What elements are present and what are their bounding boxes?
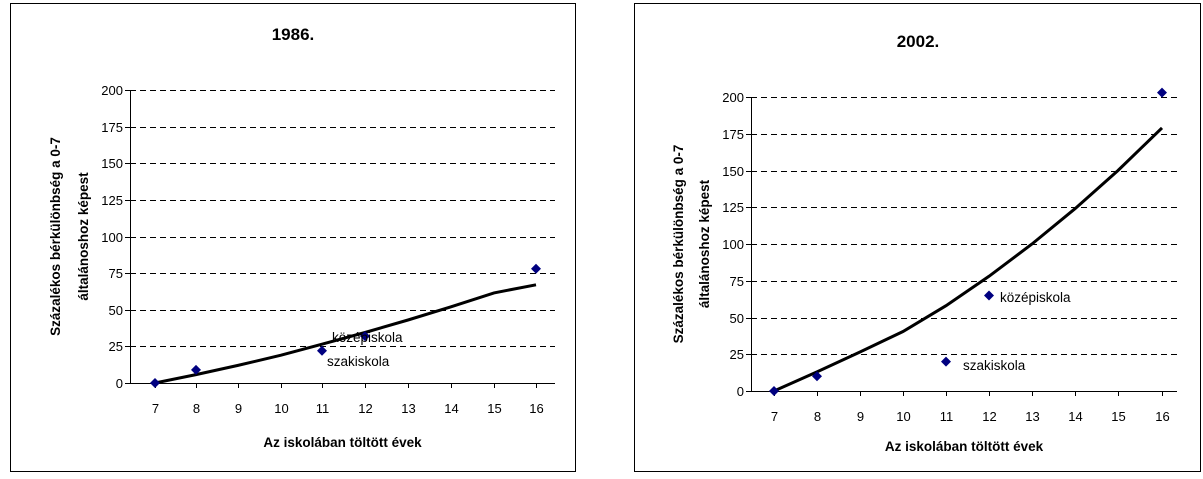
- y-tick-label: 150: [722, 164, 744, 179]
- x-tick-label: 15: [1111, 409, 1125, 424]
- data-point: [812, 371, 822, 382]
- x-tick-label: 8: [193, 401, 200, 416]
- y-tick-label: 25: [730, 347, 744, 362]
- trend-line: [154, 283, 537, 385]
- trend-line: [773, 126, 1164, 393]
- annotation-szakiskola: szakiskola: [963, 358, 1026, 373]
- x-tick-label: 12: [982, 409, 996, 424]
- x-tick-label: 7: [771, 409, 778, 424]
- data-point: [191, 364, 201, 375]
- x-tick-label: 10: [274, 401, 288, 416]
- y-tick-label: 200: [722, 90, 744, 105]
- chart-frame: [634, 3, 1201, 472]
- x-tick-label: 16: [529, 401, 543, 416]
- data-point: [769, 386, 779, 396]
- y-tick-label: 75: [109, 266, 123, 281]
- y-tick-label: 125: [722, 200, 744, 215]
- chart-2002: 2002. 0 25 50 75 100 125 150 175 200 7 8 9 10 11 12 13 14…: [634, 3, 1201, 472]
- data-point: [984, 290, 994, 301]
- chart-1986: 1986. 0 25 50 75 100 125 150 175 200 7 8 9 10 11 12 13 14…: [10, 3, 576, 472]
- y-tick-label: 50: [730, 311, 744, 326]
- x-tick-label: 13: [1025, 409, 1039, 424]
- y-tick-label: 175: [101, 120, 123, 135]
- x-tick-label: 10: [896, 409, 910, 424]
- y-axis-title-line: Százalékos bérkülönbség a 0-7: [48, 137, 63, 336]
- x-tick-label: 14: [444, 401, 458, 416]
- y-tick-label: 100: [722, 237, 744, 252]
- x-axis-title: Az iskolában töltött évek: [885, 439, 1044, 454]
- chart-title: 2002.: [897, 32, 940, 51]
- y-tick-label: 25: [109, 339, 123, 354]
- x-tick-label: 8: [814, 409, 821, 424]
- data-point: [531, 263, 541, 274]
- data-point: [1157, 87, 1167, 98]
- y-tick-label: 100: [101, 230, 123, 245]
- data-point: [360, 331, 370, 342]
- x-tick-label: 9: [235, 401, 242, 416]
- y-tick-label: 200: [101, 83, 123, 98]
- y-tick-label: 50: [109, 303, 123, 318]
- y-tick-label: 0: [116, 376, 123, 391]
- data-point: [150, 378, 160, 388]
- y-axis-title-line: általánoshoz képest: [76, 172, 91, 301]
- chart-title: 1986.: [272, 25, 315, 44]
- x-tick-label: 13: [401, 401, 415, 416]
- x-tick-label: 11: [940, 409, 954, 424]
- x-axis-title: Az iskolában töltött évek: [263, 435, 422, 450]
- x-tick-label: 9: [857, 409, 864, 424]
- annotation-középiskola: középiskola: [332, 330, 403, 345]
- x-tick-label: 14: [1068, 409, 1082, 424]
- y-tick-label: 175: [722, 127, 744, 142]
- data-point: [317, 345, 327, 356]
- y-axis-title-line: általánoshoz képest: [697, 179, 712, 308]
- x-tick-label: 16: [1155, 409, 1169, 424]
- y-tick-label: 150: [101, 156, 123, 171]
- y-axis-title-line: Százalékos bérkülönbség a 0-7: [671, 145, 686, 344]
- x-tick-label: 11: [316, 401, 330, 416]
- data-point: [941, 356, 951, 367]
- y-tick-label: 0: [737, 384, 744, 399]
- x-tick-label: 7: [152, 401, 159, 416]
- annotation-szakiskola: szakiskola: [327, 354, 390, 369]
- annotation-középiskola: középiskola: [1000, 290, 1071, 305]
- x-tick-label: 15: [487, 401, 501, 416]
- y-tick-label: 75: [730, 274, 744, 289]
- x-tick-label: 12: [358, 401, 372, 416]
- y-tick-label: 125: [101, 193, 123, 208]
